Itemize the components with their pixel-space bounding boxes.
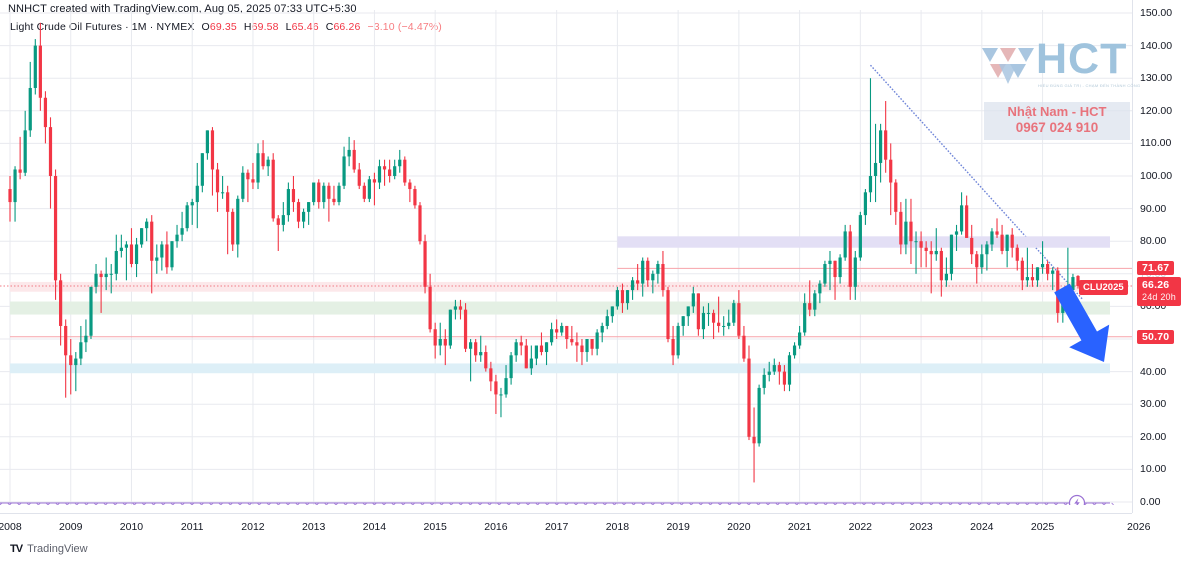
time-tick-2025: 2025 bbox=[1030, 521, 1055, 533]
support-price-tag[interactable]: 50.70 bbox=[1137, 329, 1175, 344]
time-tick-2024: 2024 bbox=[970, 521, 994, 533]
time-tick-2021: 2021 bbox=[787, 521, 812, 533]
time-tick-2023: 2023 bbox=[909, 521, 933, 533]
time-tick-2010: 2010 bbox=[119, 521, 144, 533]
price-tick-110: 110.00 bbox=[1140, 137, 1172, 150]
support-price-tag-value: 50.70 bbox=[1142, 330, 1170, 343]
legend-close: C66.26 bbox=[325, 21, 361, 33]
chart-plot-area[interactable] bbox=[0, 10, 1132, 505]
price-scale[interactable]: 150.00 140.00 130.00 120.00 110.00 100.00 90.0… bbox=[1079, 0, 1200, 513]
time-tick-2012: 2012 bbox=[241, 521, 265, 533]
resistance-price-tag[interactable]: 71.67 bbox=[1137, 261, 1175, 276]
time-tick-2015: 2015 bbox=[423, 521, 447, 533]
time-tick-2016: 2016 bbox=[484, 521, 508, 533]
chart-zones-and-levels bbox=[0, 64, 1132, 374]
time-tick-2009: 2009 bbox=[59, 521, 83, 533]
tradingview-logo-icon: TV bbox=[10, 543, 23, 555]
time-tick-2020: 2020 bbox=[727, 521, 751, 533]
lightning-event-icon[interactable] bbox=[1067, 493, 1087, 505]
price-tick-130: 130.00 bbox=[1140, 72, 1173, 85]
chart-legend[interactable]: Light Crude Oil Futures · 1M · NYMEX O69.… bbox=[10, 21, 442, 33]
time-tick-2011: 2011 bbox=[180, 521, 204, 533]
price-tick-140: 140.00 bbox=[1140, 39, 1173, 52]
legend-low: L65.46 bbox=[285, 21, 319, 33]
legend-symbol: Light Crude Oil Futures · 1M · NYMEX bbox=[10, 21, 195, 33]
resistance-price-tag-value: 71.67 bbox=[1142, 262, 1170, 275]
time-tick-2017: 2017 bbox=[544, 521, 569, 533]
price-tick-30: 30.00 bbox=[1140, 398, 1167, 411]
event-marker-strip bbox=[0, 502, 1114, 505]
tradingview-brand: TV TradingView bbox=[10, 543, 88, 555]
time-tick-2018: 2018 bbox=[605, 521, 630, 533]
price-tick-150: 150.00 bbox=[1140, 7, 1173, 19]
tradingview-label: TradingView bbox=[27, 543, 88, 555]
time-tick-2014: 2014 bbox=[362, 521, 387, 533]
legend-change: −3.10 (−4.47%) bbox=[367, 21, 442, 33]
price-tick-40: 40.00 bbox=[1140, 365, 1167, 378]
price-tick-10: 10.00 bbox=[1140, 463, 1167, 476]
candlestick-series[interactable] bbox=[0, 10, 1132, 505]
price-tick-100: 100.00 bbox=[1140, 170, 1173, 182]
legend-high: H69.58 bbox=[243, 21, 279, 33]
contract-symbol-tag[interactable]: CLU2025 bbox=[1079, 279, 1128, 295]
last-price-tag[interactable]: 66.26 24d 20h bbox=[1137, 276, 1181, 307]
attribution-text: NNHCT created with TradingView.com, Aug … bbox=[8, 3, 357, 15]
time-tick-2008: 2008 bbox=[0, 521, 22, 533]
last-price-tag-value: 66.26 bbox=[1142, 278, 1170, 291]
time-tick-2026: 2026 bbox=[1127, 521, 1151, 533]
price-tick-0: 0.00 bbox=[1140, 496, 1161, 508]
price-tick-20: 20.00 bbox=[1140, 430, 1167, 443]
price-tick-120: 120.00 bbox=[1140, 104, 1173, 117]
legend-open: O69.35 bbox=[201, 21, 237, 33]
expiry-countdown: 24d 20h bbox=[1142, 292, 1176, 303]
price-tick-90: 90.00 bbox=[1140, 202, 1167, 215]
time-tick-2022: 2022 bbox=[848, 521, 873, 533]
time-tick-2013: 2013 bbox=[302, 521, 326, 533]
time-scale[interactable]: 2008 2009 2010 2011 2012 2013 2014 2015 2016 2017… bbox=[0, 513, 1150, 539]
time-tick-2019: 2019 bbox=[666, 521, 690, 533]
price-tick-80: 80.00 bbox=[1140, 235, 1167, 248]
